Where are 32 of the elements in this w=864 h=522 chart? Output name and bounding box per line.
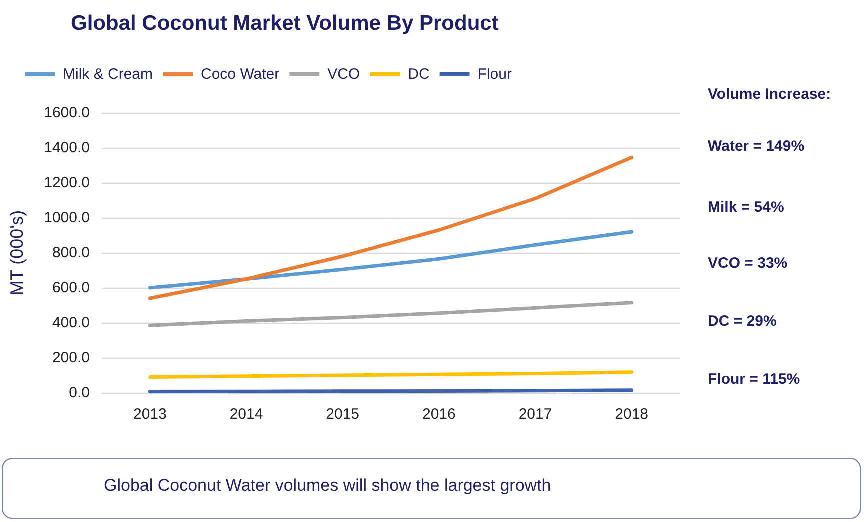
text: VCO = 33% <box>708 255 788 272</box>
y-axis-title: MT (000's) <box>7 210 27 296</box>
line-series <box>148 301 634 328</box>
chart-title: Global Coconut Market Volume By Product <box>71 12 499 35</box>
text: Volume Increase: <box>708 86 832 103</box>
y-tick-label: 0.0 <box>69 384 90 402</box>
legend-label: Coco Water <box>201 66 280 83</box>
y-tick-label: 200.0 <box>52 350 90 366</box>
y-tick-label: 1000.0 <box>44 210 90 226</box>
y-tick-label: 1400.0 <box>44 140 90 156</box>
y-tick-label: 600.0 <box>52 280 90 296</box>
line-series <box>148 230 634 290</box>
y-tick-label: 1600.0 <box>44 104 90 122</box>
text: Milk = 54% <box>708 199 784 216</box>
x-tick-label: 2017 <box>518 406 552 423</box>
legend-label: Flour <box>478 66 512 83</box>
x-tick-label: 2016 <box>422 406 456 423</box>
x-tick-label: 2013 <box>133 406 167 423</box>
x-tick-label: 2015 <box>326 406 360 423</box>
legend-label: DC <box>408 66 430 83</box>
text: Water = 149% <box>708 138 805 155</box>
y-tick-label: 800.0 <box>52 244 90 262</box>
x-tick-label: 2014 <box>230 406 264 423</box>
text: DC = 29% <box>708 313 777 330</box>
y-tick-label: 400.0 <box>52 314 90 332</box>
y-tick-label: 1200.0 <box>44 174 90 192</box>
legend-label: Milk & Cream <box>63 66 154 83</box>
text: Global Coconut Water volumes will show the largest growth <box>104 476 552 495</box>
line-series <box>148 156 634 300</box>
x-tick-label: 2018 <box>615 406 649 423</box>
legend-label: VCO <box>328 66 360 83</box>
text: Flour = 115% <box>708 371 800 388</box>
